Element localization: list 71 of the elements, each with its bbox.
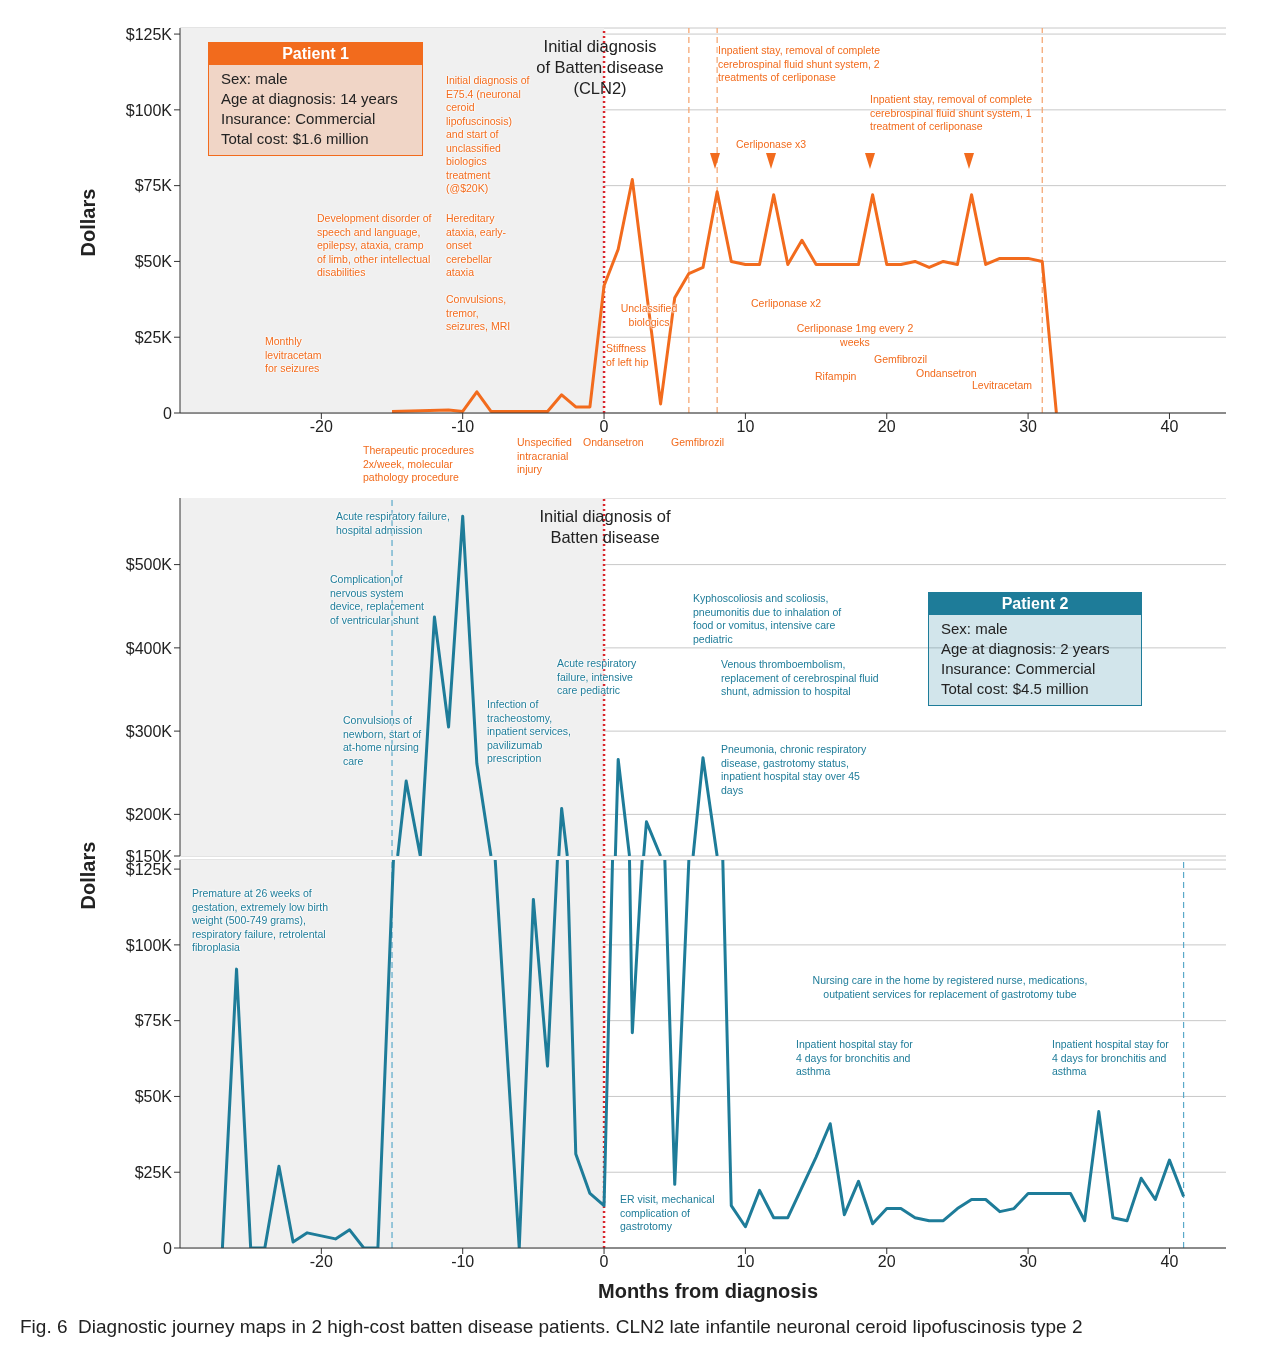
annotation: Pneumonia, chronic respiratory disease, gastrotomy status, inpatient hospital stay over 45 days: [721, 743, 868, 797]
annotation: Venous thromboembolism, replacement of cerebrospinal fluid shunt, admission to hospital: [721, 658, 880, 699]
y-axis-title: Dollars: [76, 840, 100, 912]
x-tick-label: 20: [877, 1253, 896, 1271]
annotation: Levitracetam: [972, 379, 1034, 393]
y-tick-label: $100K: [125, 936, 173, 954]
y-tick-label: 0: [163, 1239, 173, 1257]
ref-line-label: Initial diagnosis of Batten disease (CLN2): [535, 36, 665, 99]
annotation: Patient 2 Sex: male Age at diagnosis: 2 years Insurance: Commercial Total cost: $4.5 million: [940, 594, 1111, 699]
info-card: Patient 1 Sex: male Age at diagnosis: 14 years Insurance: Commercial Total cost: $1.6 million: [208, 42, 423, 156]
y-tick-label: $125K: [125, 25, 173, 43]
annotation: Cerliponase x2: [751, 297, 823, 311]
caption: Fig. 6 Diagnostic journey maps in 2 high-cost batten disease patients. CLN2 late infantile neuronal ceroid lipofuscinosis type 2: [20, 1316, 1084, 1338]
x-tick-label: 30: [1019, 418, 1038, 436]
annotation: Acute respiratory failure, intensive care pediatric: [557, 657, 638, 698]
y-tick-label: $50K: [134, 253, 173, 271]
annotation: Infection of tracheostomy, inpatient services, pavilizumab prescription: [487, 698, 573, 766]
annotation: Monthly levitracetam for seizures: [265, 335, 323, 376]
ref-line-label: Initial diagnosis of Batten disease: [538, 506, 672, 548]
annotation: Complication of nervous system device, replacement of ventricular shunt: [330, 573, 425, 627]
x-axis-title: Months from diagnosis: [597, 1280, 819, 1303]
annotation: Inpatient hospital stay for 4 days for bronchitis and asthma: [796, 1038, 914, 1079]
annotation: Inpatient hospital stay for 4 days for bronchitis and asthma: [1052, 1038, 1170, 1079]
y-tick-label: 0: [163, 404, 173, 422]
annotation: Convulsions, tremor, seizures, MRI: [446, 293, 512, 334]
x-tick-label: 40: [1160, 1253, 1179, 1271]
annotation: Kyphoscoliosis and scoliosis, pneumonitis due to inhalation of food or vomitus, intensive care pediatric: [693, 592, 843, 646]
x-tick-label: -10: [451, 1253, 475, 1271]
y-tick-label: $25K: [134, 328, 173, 346]
annotation: Ondansetron: [916, 367, 978, 381]
annotation: Stiffness of left hip: [606, 342, 650, 369]
y-tick-label: $75K: [134, 1012, 173, 1030]
y-tick-label: $300K: [125, 722, 173, 740]
annotation: Rifampin: [815, 370, 858, 384]
y-tick-label: $400K: [125, 639, 173, 657]
annotation: Acute respiratory failure, hospital admission: [336, 510, 451, 537]
x-tick-label: -20: [309, 1253, 334, 1271]
y-axis-title: Dollars: [76, 187, 100, 259]
text: Unspecified intracranial injury: [517, 436, 573, 477]
annotation: Convulsions of newborn, start of at-home nursing care: [343, 714, 423, 768]
annotation: Cerliponase x3: [736, 138, 808, 152]
annotation: Inpatient stay, removal of complete cerebrospinal fluid shunt system, 2 treatments of cerliponase: [718, 44, 882, 85]
x-tick-label: 10: [736, 418, 755, 436]
x-tick-label: 10: [736, 1253, 755, 1271]
x-tick-label: 0: [599, 418, 609, 436]
text: Gemfibrozil: [671, 436, 726, 450]
x-tick-label: 30: [1019, 1253, 1038, 1271]
annotation: Inpatient stay, removal of complete cerebrospinal fluid shunt system, 1 treatment of cerliponase: [870, 93, 1034, 134]
y-tick-label: $200K: [125, 806, 173, 824]
x-tick-label: -10: [451, 418, 475, 436]
annotation: Patient 1 Sex: male Age at diagnosis: 14 years Insurance: Commercial Total cost: $1.6 million: [220, 44, 399, 149]
y-tick-label: $75K: [134, 177, 173, 195]
x-tick-label: 20: [877, 418, 896, 436]
text: Therapeutic procedures 2x/week, molecular pathology procedure: [363, 444, 475, 485]
annotation: ER visit, mechanical complication of gastrotomy: [620, 1193, 716, 1234]
y-tick-label: $500K: [125, 556, 173, 574]
y-tick-label: $25K: [134, 1163, 173, 1181]
text: Initial diagnosis of E75.4 (neuronal ceroid lipofuscinosis) and start of unclassified biologics treatment (@$20K): [446, 74, 530, 194]
annotation: Development disorder of speech and language, epilepsy, ataxia, cramp of limb, other intellectual disabilities: [317, 212, 432, 280]
annotation: Premature at 26 weeks of gestation, extremely low birth weight (500-749 grams), respiratory failure, retrolental fibroplasia: [192, 887, 329, 955]
text: Ondansetron: [583, 436, 645, 450]
info-card: Patient 2 Sex: male Age at diagnosis: 2 years Insurance: Commercial Total cost: $4.5 million: [928, 592, 1142, 706]
x-tick-label: -20: [309, 418, 334, 436]
y-tick-label: $100K: [125, 101, 173, 119]
x-tick-label: 0: [599, 1253, 609, 1271]
annotation: Gemfibrozil: [874, 353, 929, 367]
x-tick-label: 40: [1160, 418, 1179, 436]
y-tick-label: $50K: [134, 1088, 173, 1106]
annotation: Nursing care in the home by registered nurse, medications, outpatient services for replacement of gastrotomy tube: [811, 974, 1089, 1001]
annotation: Cerliponase 1mg every 2 weeks: [795, 322, 915, 349]
annotation: Hereditary ataxia, early-onset cerebellar ataxia: [446, 212, 508, 280]
